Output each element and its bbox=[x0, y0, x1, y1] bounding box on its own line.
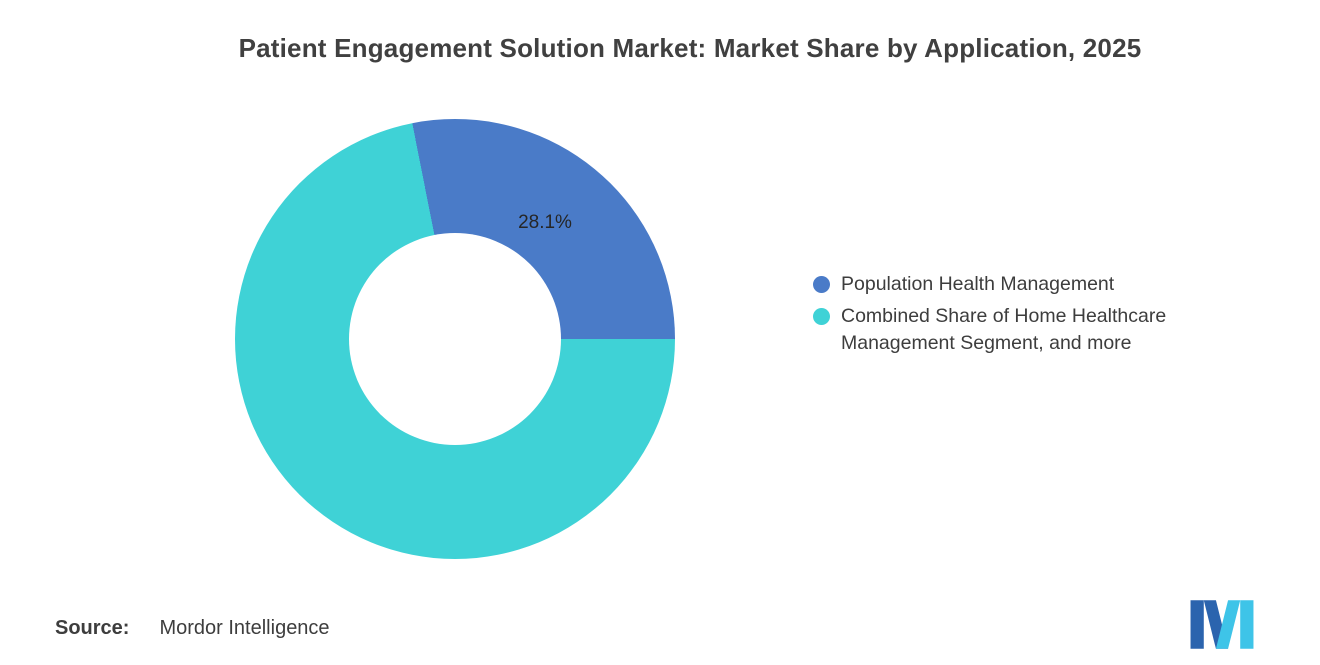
slice-data-label: 28.1% bbox=[518, 212, 572, 233]
mordor-intelligence-logo bbox=[1190, 600, 1254, 649]
legend: Population Health Management Combined Sh… bbox=[813, 271, 1231, 357]
legend-dot bbox=[813, 276, 830, 293]
legend-item: Population Health Management bbox=[813, 271, 1231, 298]
legend-dot bbox=[813, 308, 830, 325]
chart-title: Patient Engagement Solution Market: Mark… bbox=[238, 33, 1142, 63]
donut-chart-wrap: 28.1% bbox=[235, 119, 675, 559]
source-row: Source: Mordor Intelligence bbox=[55, 617, 330, 640]
donut-hole bbox=[349, 233, 561, 445]
legend-label: Population Health Management bbox=[841, 273, 1115, 295]
legend-item: Combined Share of Home Healthcare Manage… bbox=[813, 303, 1231, 357]
source-label: Source: bbox=[55, 617, 130, 639]
legend-label: Combined Share of Home Healthcare Manage… bbox=[841, 305, 1167, 354]
source-value: Mordor Intelligence bbox=[159, 617, 330, 639]
